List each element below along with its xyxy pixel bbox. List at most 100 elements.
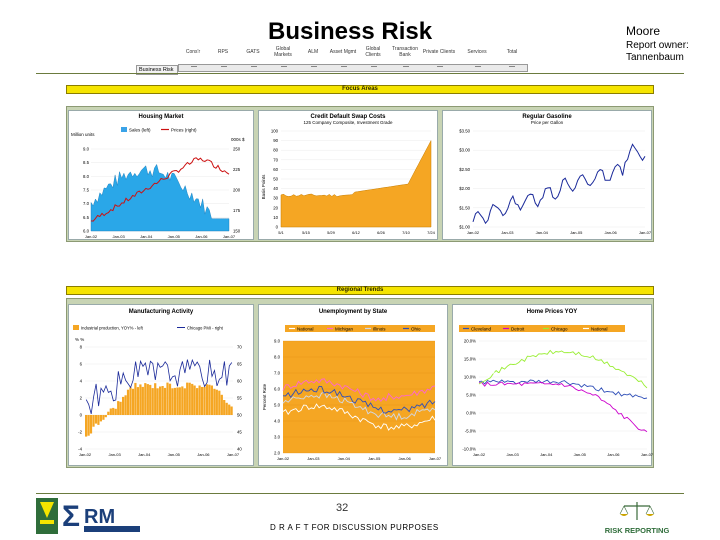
production-bar (193, 385, 196, 415)
y-tick-label: 50 (273, 177, 278, 182)
x-tick-label: Jan-05 (168, 452, 181, 457)
y-axis-label: Basis Points (261, 174, 266, 200)
production-bar (151, 388, 154, 415)
y-tick-label: 2.0 (274, 451, 281, 456)
row-value: — (437, 64, 443, 70)
legend-label: Illinois (373, 327, 386, 332)
page-title: Business Risk (268, 18, 433, 45)
y-tick-label: 3.0 (274, 435, 281, 440)
y-tick-label: -4 (78, 447, 82, 452)
production-bar (191, 383, 194, 415)
left-axis-unit: % % (75, 337, 84, 342)
x-tick-label: Jan-04 (140, 234, 153, 239)
production-bar (134, 382, 137, 415)
series-line (478, 349, 648, 389)
series-line (282, 392, 436, 421)
y-tick-label: $3.00 (459, 148, 470, 153)
y-tick-label: 70 (237, 345, 242, 350)
x-tick-label: Jan-06 (398, 456, 411, 461)
row-value: — (311, 64, 317, 70)
chart-title: Unemployment by State (318, 309, 388, 315)
production-bar (141, 386, 144, 415)
y-tick-label: 4.0 (274, 419, 281, 424)
top-divider (36, 73, 684, 74)
col-header: Transaction Bank (392, 46, 418, 58)
row-value: — (221, 64, 227, 70)
chart-subtitle: 125 Company Composite, Investment Grade (303, 120, 393, 125)
production-bar (220, 394, 223, 415)
production-bar (166, 382, 169, 415)
home-prices-chart: Home Prices YOY Cleveland Detroit Chicago N… (452, 304, 653, 466)
gas-price-line (472, 143, 646, 225)
col-header: Asset Mgmt (329, 49, 357, 55)
y-tick-label: 10.0% (464, 375, 476, 380)
production-bar (122, 396, 125, 415)
production-bar (97, 415, 100, 425)
y-tick-label: 6.5 (83, 215, 90, 220)
production-bar (102, 415, 105, 420)
production-bar (178, 387, 181, 415)
x-tick-label: Jan-07 (223, 234, 236, 239)
x-tick-label: Jan-06 (195, 234, 208, 239)
production-bar (136, 387, 140, 415)
x-tick-label: Jan-05 (168, 234, 181, 239)
legend-label: Chicago (551, 327, 568, 332)
x-tick-label: Jan-03 (506, 452, 519, 457)
col-header: GATS (246, 49, 260, 55)
regional-trends-banner: Regional Trends (66, 286, 654, 295)
production-bar (112, 407, 115, 415)
production-bar (208, 384, 211, 415)
col-header: RPS (217, 49, 229, 55)
y-tick-label: $1.50 (459, 205, 470, 210)
y-tick-label: $1.00 (459, 225, 470, 230)
x-tick-label: 5/29 (327, 230, 336, 235)
row-value: — (341, 64, 347, 70)
production-bar (188, 382, 191, 415)
y-tick-label: 5.0 (274, 403, 281, 408)
y-tick-label: 250 (233, 147, 241, 152)
production-bar (168, 383, 172, 415)
housing-plot: Sales (left) Prices (right) Million unit… (71, 127, 245, 239)
x-tick-label: Jan-02 (277, 456, 290, 461)
y-tick-label: 6 (80, 362, 83, 367)
production-bar (99, 415, 103, 422)
production-bar (205, 384, 209, 415)
y-tick-label: 9.0 (274, 339, 281, 344)
owner-name: Moore (626, 24, 661, 38)
y-tick-label: 70 (273, 157, 278, 162)
legend-label: Ohio (411, 327, 421, 332)
chart-title: Home Prices YOY (526, 309, 578, 315)
x-tick-label: Jan-02 (473, 452, 486, 457)
production-bar (173, 387, 177, 415)
production-bar (104, 415, 107, 418)
x-tick-label: Jan-04 (138, 452, 151, 457)
x-tick-label: Jan-04 (338, 456, 351, 461)
production-bar (225, 402, 228, 415)
legend-label: Cleveland (471, 327, 492, 332)
y-tick-label: 6.0 (274, 387, 281, 392)
sales-area (90, 163, 230, 232)
production-bar (87, 415, 90, 436)
chart-title: Housing Market (138, 114, 184, 120)
housing-market-chart: Housing Market Sales (left) Prices (righ… (68, 110, 254, 240)
legend-swatch-production (73, 325, 79, 330)
x-tick-label: Jan-03 (307, 456, 320, 461)
y-tick-label: 60 (237, 379, 242, 384)
production-bar (196, 388, 199, 415)
y-tick-label: 200 (233, 188, 241, 193)
focus-areas-banner: Focus Areas (66, 85, 654, 94)
logo-text: RISK REPORTING (605, 526, 670, 535)
series-line (282, 385, 436, 414)
legend-swatch-sales (121, 127, 127, 132)
production-bar (198, 385, 201, 415)
x-tick-label: 7/10 (402, 230, 411, 235)
production-bar (156, 388, 159, 415)
plot-background (283, 341, 435, 453)
chart-title: Regular Gasoline (522, 114, 572, 120)
row-label: Business Risk (136, 65, 178, 75)
legend-label: National (591, 327, 608, 332)
x-tick-label: 5/15 (302, 230, 311, 235)
series-line (478, 381, 648, 433)
